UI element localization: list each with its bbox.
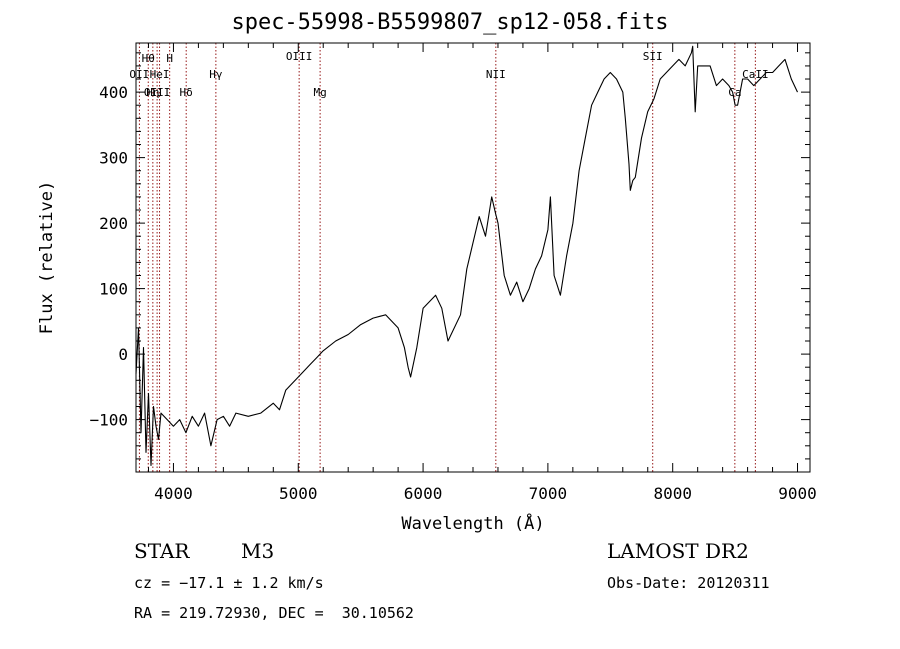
spectrum-line [135,45,798,467]
x-tick-label: 6000 [404,484,443,503]
y-tick-label: 0 [118,345,128,364]
line-label: HeI [150,68,170,81]
x-tick-label: 5000 [279,484,318,503]
object-class: STAR [134,539,190,563]
object-subclass: M3 [241,539,275,563]
y-tick-label: −100 [89,411,128,430]
y-axis-label: Flux (relative) [37,181,57,335]
y-tick-label: 200 [99,214,128,233]
line-label: Ca [728,86,741,99]
survey-name: LAMOST DR2 [607,539,749,563]
line-label: Hγ [209,68,223,81]
line-label: CaII [742,68,769,81]
y-tick-label: 300 [99,149,128,168]
line-label: OIII [286,50,313,63]
plot-frame [135,42,811,473]
x-tick-label: 9000 [778,484,817,503]
line-label: H [166,52,173,65]
line-label: OIII [144,86,171,99]
chart-title: spec-55998-B5599807_sp12-058.fits [231,10,669,35]
x-tick-label: 7000 [529,484,568,503]
y-tick-label: 400 [99,83,128,102]
line-label: Hθ [142,52,155,65]
line-label: Mg [313,86,326,99]
line-label: OII [129,68,149,81]
obs-date: Obs-Date: 20120311 [607,574,770,592]
line-label: Hδ [180,86,193,99]
ra-dec: RA = 219.72930, DEC = 30.10562 [134,604,414,622]
y-tick-label: 100 [99,280,128,299]
redshift-cz: cz = −17.1 ± 1.2 km/s [134,574,324,592]
x-tick-label: 8000 [653,484,692,503]
line-label: SII [643,50,663,63]
x-axis-label: Wavelength (Å) [401,512,544,534]
line-label: NII [486,68,506,81]
x-tick-label: 4000 [154,484,193,503]
line-label: Hη [146,86,159,99]
